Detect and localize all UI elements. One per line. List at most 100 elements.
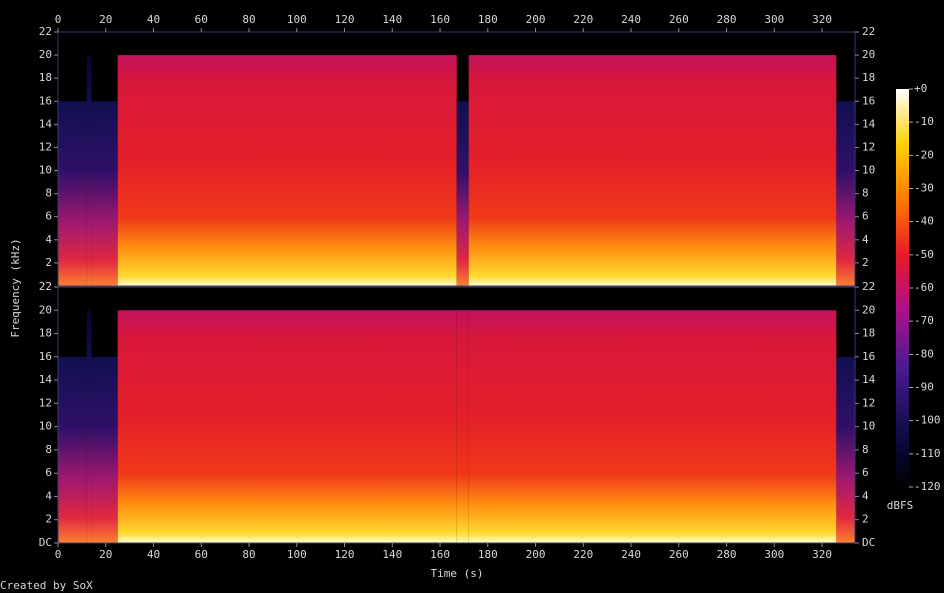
x-tick-label: 260	[669, 13, 689, 26]
y-tick-label: 8	[862, 443, 869, 456]
y-tick-label: 22	[39, 280, 52, 293]
colorbar-tick-label: -50	[914, 248, 934, 261]
y-tick-label: 2	[45, 513, 52, 526]
spectrum-segment	[468, 310, 837, 543]
colorbar-tick-label: -120	[914, 480, 941, 493]
x-tick-label: 100	[287, 13, 307, 26]
y-tick-label: 4	[862, 489, 869, 502]
colorbar-tick-label: -70	[914, 314, 934, 327]
x-tick-label: 300	[764, 548, 784, 561]
x-tick-label: 200	[526, 13, 546, 26]
spectrum-segment	[86, 55, 92, 286]
y-tick-label: 18	[39, 71, 52, 84]
y-tick-label: 20	[862, 48, 875, 61]
x-tick-label: 220	[573, 13, 593, 26]
x-tick-label: 320	[812, 548, 832, 561]
y-tick-label: 6	[45, 466, 52, 479]
x-tick-label: 40	[147, 548, 160, 561]
y-tick-label: 20	[862, 303, 875, 316]
y-tick-label: 2	[45, 256, 52, 269]
colorbar-tick-label: -30	[914, 182, 934, 195]
x-tick-label: 300	[764, 13, 784, 26]
x-tick-label: 140	[382, 548, 402, 561]
credit: Created by SoX	[0, 579, 93, 592]
y-tick-label: 18	[862, 327, 875, 340]
spectrum-segment	[468, 55, 837, 286]
x-tick-label: 120	[335, 548, 355, 561]
x-tick-label: 160	[430, 13, 450, 26]
x-tick-label: 200	[526, 548, 546, 561]
x-tick-label: 260	[669, 548, 689, 561]
y-tick-label: 18	[39, 327, 52, 340]
y-tick-label: 14	[862, 373, 876, 386]
x-tick-label: 180	[478, 548, 498, 561]
y-tick-label: 12	[862, 396, 875, 409]
y-tick-label: 16	[39, 94, 52, 107]
spectrum-segment	[117, 55, 457, 286]
x-tick-label: 280	[717, 548, 737, 561]
colorbar-tick-label: -110	[914, 447, 941, 460]
colorbar-tick-label: -60	[914, 281, 934, 294]
spectrum-segment	[836, 356, 855, 543]
y-tick-label: 14	[39, 117, 53, 130]
x-tick-label: 60	[195, 13, 208, 26]
x-tick-label: 220	[573, 548, 593, 561]
x-tick-label: 60	[195, 548, 208, 561]
y-tick-label: 14	[39, 373, 53, 386]
spectrum-segment	[86, 310, 92, 543]
y-tick-label: 12	[39, 396, 52, 409]
spectrum-segment	[91, 356, 118, 543]
x-tick-label: 280	[717, 13, 737, 26]
x-tick-label: 320	[812, 13, 832, 26]
y-tick-label: 20	[39, 48, 52, 61]
x-tick-label: 240	[621, 13, 641, 26]
x-tick-label: 0	[55, 13, 62, 26]
x-axis-label: Time (s)	[431, 567, 484, 580]
x-tick-label: 100	[287, 548, 307, 561]
x-tick-label: 80	[242, 13, 255, 26]
y-tick-label: 14	[862, 117, 876, 130]
colorbar-tick-label: -20	[914, 148, 934, 161]
panel-frame	[57, 286, 856, 544]
y-tick-label: 6	[45, 210, 52, 223]
x-tick-label: 40	[147, 13, 160, 26]
y-tick-label: 8	[45, 187, 52, 200]
colorbar-label: dBFS	[887, 499, 914, 512]
y-tick-label: 10	[862, 164, 875, 177]
spectrum-segment	[117, 310, 457, 543]
colorbar-tick-label: -10	[914, 115, 934, 128]
y-tick-label: 18	[862, 71, 875, 84]
x-tick-label: 20	[99, 13, 112, 26]
colorbar-tick-label: +0	[914, 82, 927, 95]
spectrum-segment	[91, 101, 118, 286]
x-tick-label: 140	[382, 13, 402, 26]
spectrum-segment	[456, 101, 469, 286]
spectrum-segment	[58, 101, 87, 286]
y-tick-label: 22	[39, 25, 52, 38]
y-tick-label: 6	[862, 210, 869, 223]
colorbar-tick-label: -40	[914, 215, 934, 228]
x-tick-label: 80	[242, 548, 255, 561]
x-tick-label: 20	[99, 548, 112, 561]
y-tick-label: 4	[45, 489, 52, 502]
y-tick-label: 20	[39, 303, 52, 316]
y-tick-label: 22	[862, 25, 875, 38]
y-tick-label: 22	[862, 280, 875, 293]
y-tick-label: 10	[39, 420, 52, 433]
y-tick-label: 2	[862, 256, 869, 269]
spectrum-segment	[58, 356, 87, 543]
colorbar	[896, 89, 909, 487]
colorbar-tick-label: -90	[914, 381, 934, 394]
x-tick-label: 160	[430, 548, 450, 561]
y-tick-label: 10	[862, 420, 875, 433]
panel-frame	[57, 31, 856, 287]
y-tick-label: 12	[39, 140, 52, 153]
y-tick-label: 8	[862, 187, 869, 200]
y-tick-label: 8	[45, 443, 52, 456]
y-tick-label: 16	[862, 350, 875, 363]
x-tick-label: 240	[621, 548, 641, 561]
y-tick-label: 4	[862, 233, 869, 246]
y-tick-label: 4	[45, 233, 52, 246]
